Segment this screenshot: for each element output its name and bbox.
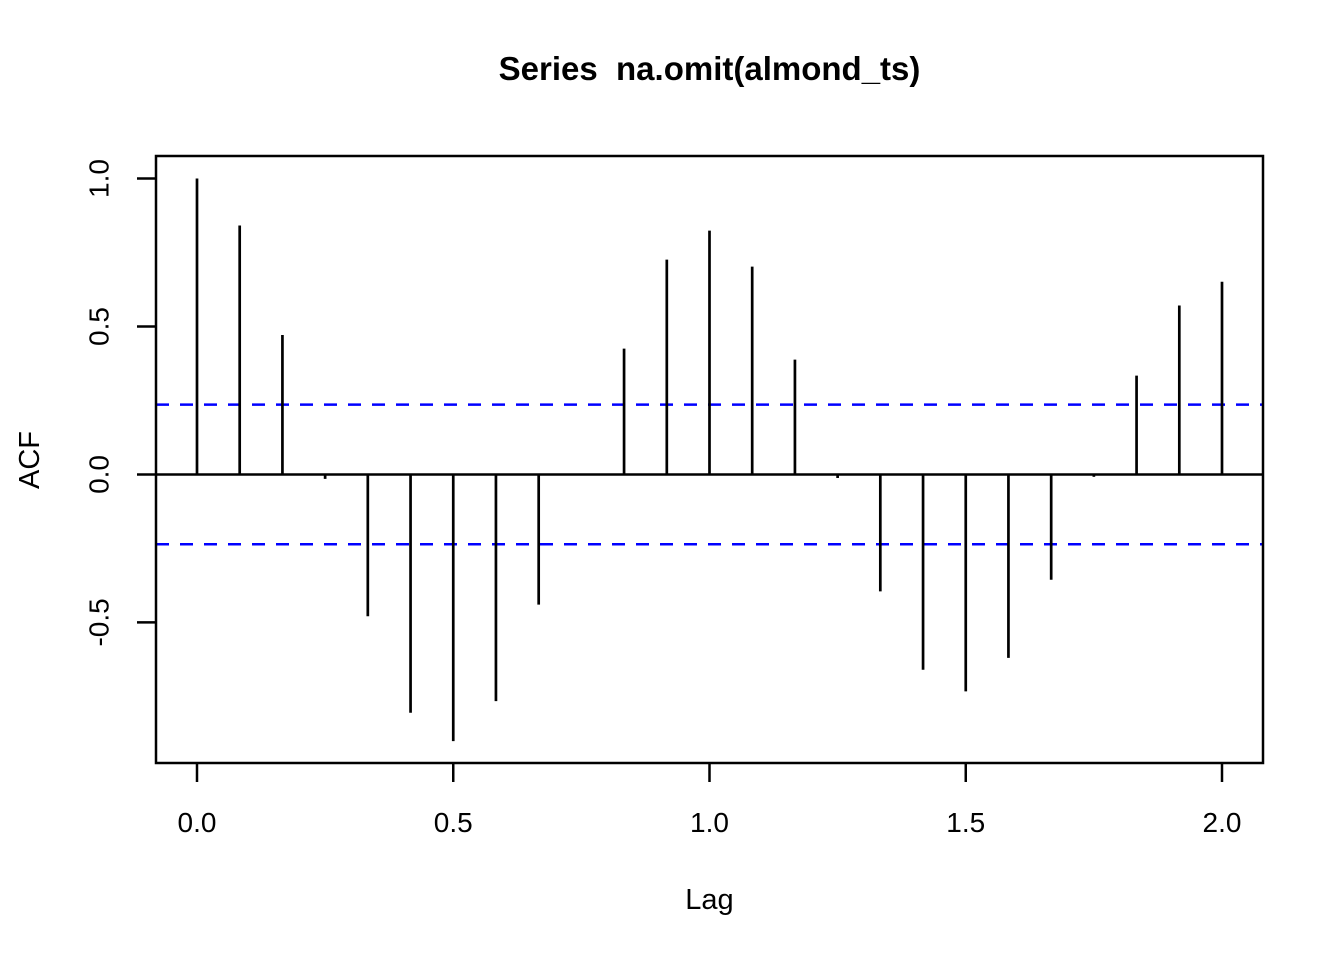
x-tick-label: 2.0	[1203, 807, 1242, 838]
y-tick-label: 1.0	[84, 159, 115, 198]
x-tick-label: 1.5	[946, 807, 985, 838]
y-tick-label: 0.5	[84, 307, 115, 346]
y-tick-label: 0.0	[84, 455, 115, 494]
plot-title: Series na.omit(almond_ts)	[498, 50, 921, 87]
x-tick-label: 0.0	[178, 807, 217, 838]
x-axis-label: Lag	[685, 884, 734, 916]
x-tick-label: 0.5	[434, 807, 473, 838]
y-tick-label: -0.5	[84, 598, 115, 646]
x-tick-label: 1.0	[690, 807, 729, 838]
